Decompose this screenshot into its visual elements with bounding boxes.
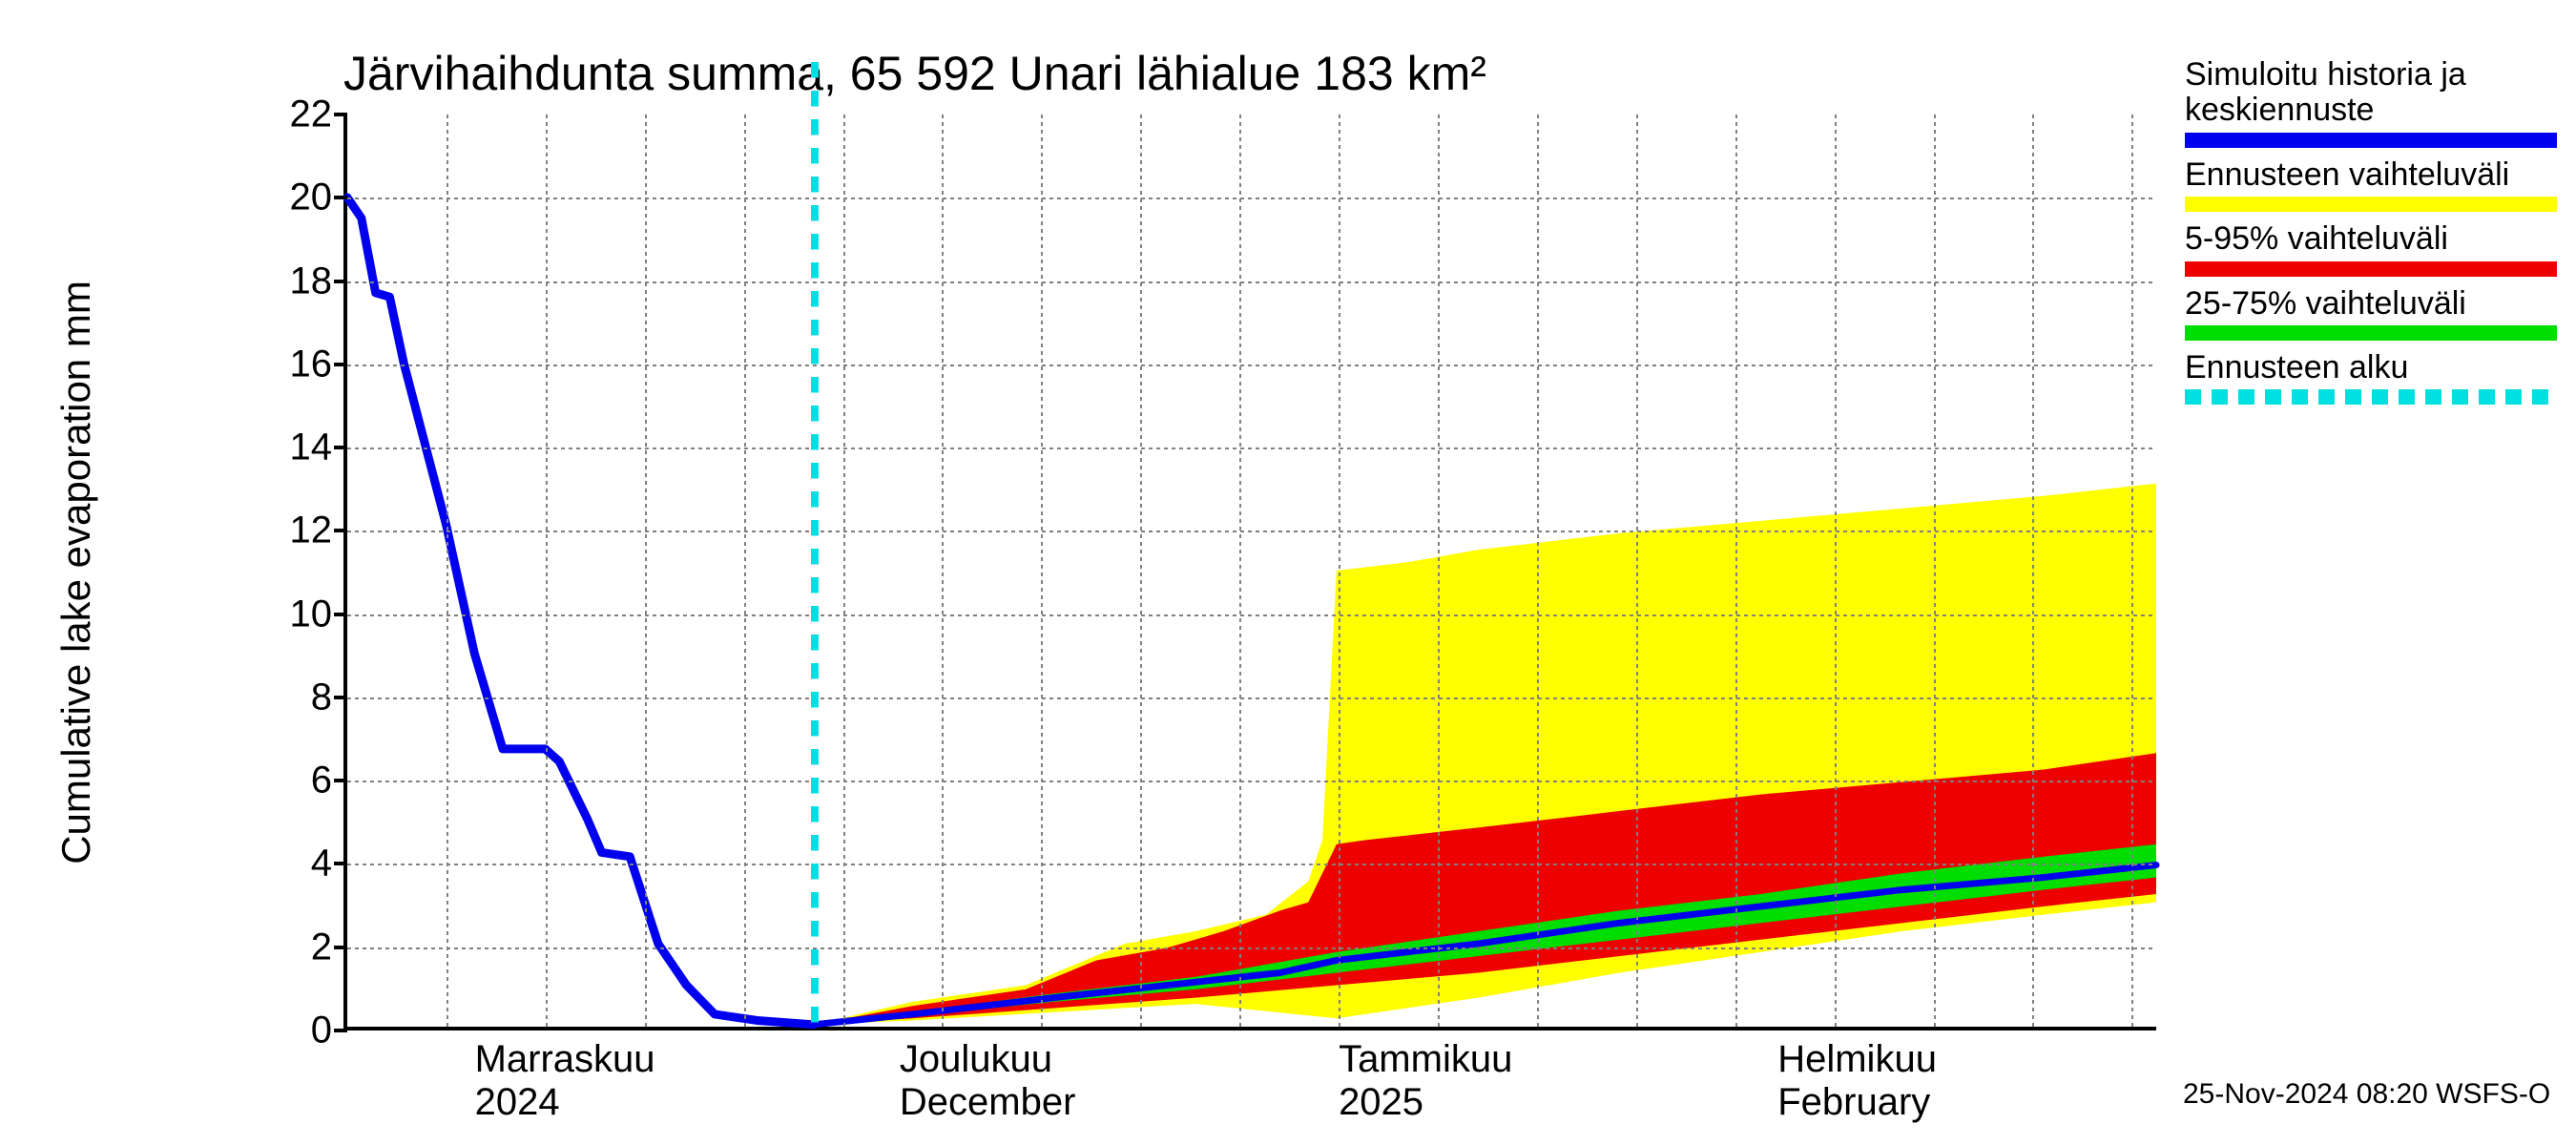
gridline-v — [2131, 114, 2133, 1027]
gridline-v — [1339, 114, 1340, 1027]
forecast-start-line — [811, 62, 819, 1027]
footer-timestamp: 25-Nov-2024 08:20 WSFS-O — [2183, 1078, 2550, 1111]
ytick-label: 2 — [311, 926, 332, 968]
gridline-v — [1537, 114, 1539, 1027]
legend-swatch — [2185, 261, 2557, 277]
ytick-label: 20 — [290, 177, 333, 219]
ytick-mark — [334, 779, 347, 782]
chart-svg — [347, 114, 2156, 1027]
chart-title: Järvihaihdunta summa, 65 592 Unari lähia… — [343, 46, 1486, 101]
legend-swatch — [2185, 133, 2557, 148]
legend: Simuloitu historia jakeskiennuste Ennuste… — [2185, 57, 2557, 414]
gridline-v — [1636, 114, 1638, 1027]
ytick-mark — [334, 1029, 347, 1032]
gridline-v — [1438, 114, 1440, 1027]
ytick-label: 10 — [290, 593, 333, 635]
gridline-h — [347, 864, 2156, 865]
gridline-v — [843, 114, 845, 1027]
gridline-h — [347, 281, 2156, 283]
legend-label: 5-95% vaihteluväli — [2185, 221, 2557, 257]
gridline-v — [1140, 114, 1142, 1027]
ytick-label: 12 — [290, 510, 333, 552]
gridline-h — [347, 781, 2156, 782]
gridline-v — [447, 114, 448, 1027]
ytick-label: 16 — [290, 343, 333, 385]
gridline-v — [1934, 114, 1936, 1027]
legend-item: 25-75% vaihteluväli — [2185, 286, 2557, 341]
legend-swatch — [2185, 197, 2557, 212]
ytick-mark — [334, 529, 347, 532]
ytick-mark — [334, 363, 347, 366]
ytick-label: 4 — [311, 843, 332, 885]
legend-swatch — [2185, 389, 2557, 405]
legend-item: Simuloitu historia jakeskiennuste — [2185, 57, 2557, 148]
plot-area: 0246810121416182022Marraskuu2024Joulukuu… — [343, 114, 2156, 1030]
ytick-mark — [334, 946, 347, 949]
ytick-label: 18 — [290, 260, 333, 302]
legend-swatch — [2185, 325, 2557, 341]
ytick-mark — [334, 113, 347, 116]
ytick-label: 0 — [311, 1010, 332, 1052]
gridline-h — [347, 614, 2156, 616]
gridline-v — [744, 114, 746, 1027]
gridline-h — [347, 697, 2156, 699]
xtick-label: Tammikuu2025 — [1339, 1038, 1512, 1124]
gridline-h — [347, 448, 2156, 449]
xtick-label: HelmikuuFebruary — [1777, 1038, 1937, 1124]
ytick-mark — [334, 696, 347, 699]
gridline-v — [942, 114, 944, 1027]
gridline-v — [1735, 114, 1737, 1027]
legend-item: Ennusteen vaihteluväli — [2185, 157, 2557, 212]
legend-item: Ennusteen alku — [2185, 350, 2557, 405]
legend-item: 5-95% vaihteluväli — [2185, 221, 2557, 276]
gridline-h — [347, 531, 2156, 532]
ytick-label: 8 — [311, 676, 332, 718]
gridline-v — [546, 114, 548, 1027]
xtick-label: Marraskuu2024 — [475, 1038, 655, 1124]
gridline-v — [2032, 114, 2034, 1027]
gridline-v — [645, 114, 647, 1027]
gridline-h — [347, 198, 2156, 199]
gridline-h — [347, 364, 2156, 366]
legend-label: Ennusteen alku — [2185, 350, 2557, 385]
ytick-mark — [334, 280, 347, 283]
legend-label: 25-75% vaihteluväli — [2185, 286, 2557, 322]
ytick-mark — [334, 613, 347, 616]
gridline-v — [1239, 114, 1241, 1027]
legend-label: Ennusteen vaihteluväli — [2185, 157, 2557, 193]
gridline-v — [1835, 114, 1837, 1027]
ytick-mark — [334, 446, 347, 449]
ytick-label: 22 — [290, 94, 333, 136]
y-axis-label: Cumulative lake evaporation mm — [53, 281, 99, 864]
ytick-mark — [334, 862, 347, 865]
chart-canvas: Järvihaihdunta summa, 65 592 Unari lähia… — [0, 0, 2576, 1145]
legend-label: Simuloitu historia jakeskiennuste — [2185, 57, 2557, 129]
ytick-label: 14 — [290, 427, 333, 469]
xtick-label: JoulukuuDecember — [900, 1038, 1076, 1124]
ytick-label: 6 — [311, 760, 332, 802]
gridline-v — [1041, 114, 1043, 1027]
ytick-mark — [334, 196, 347, 199]
gridline-h — [347, 947, 2156, 949]
